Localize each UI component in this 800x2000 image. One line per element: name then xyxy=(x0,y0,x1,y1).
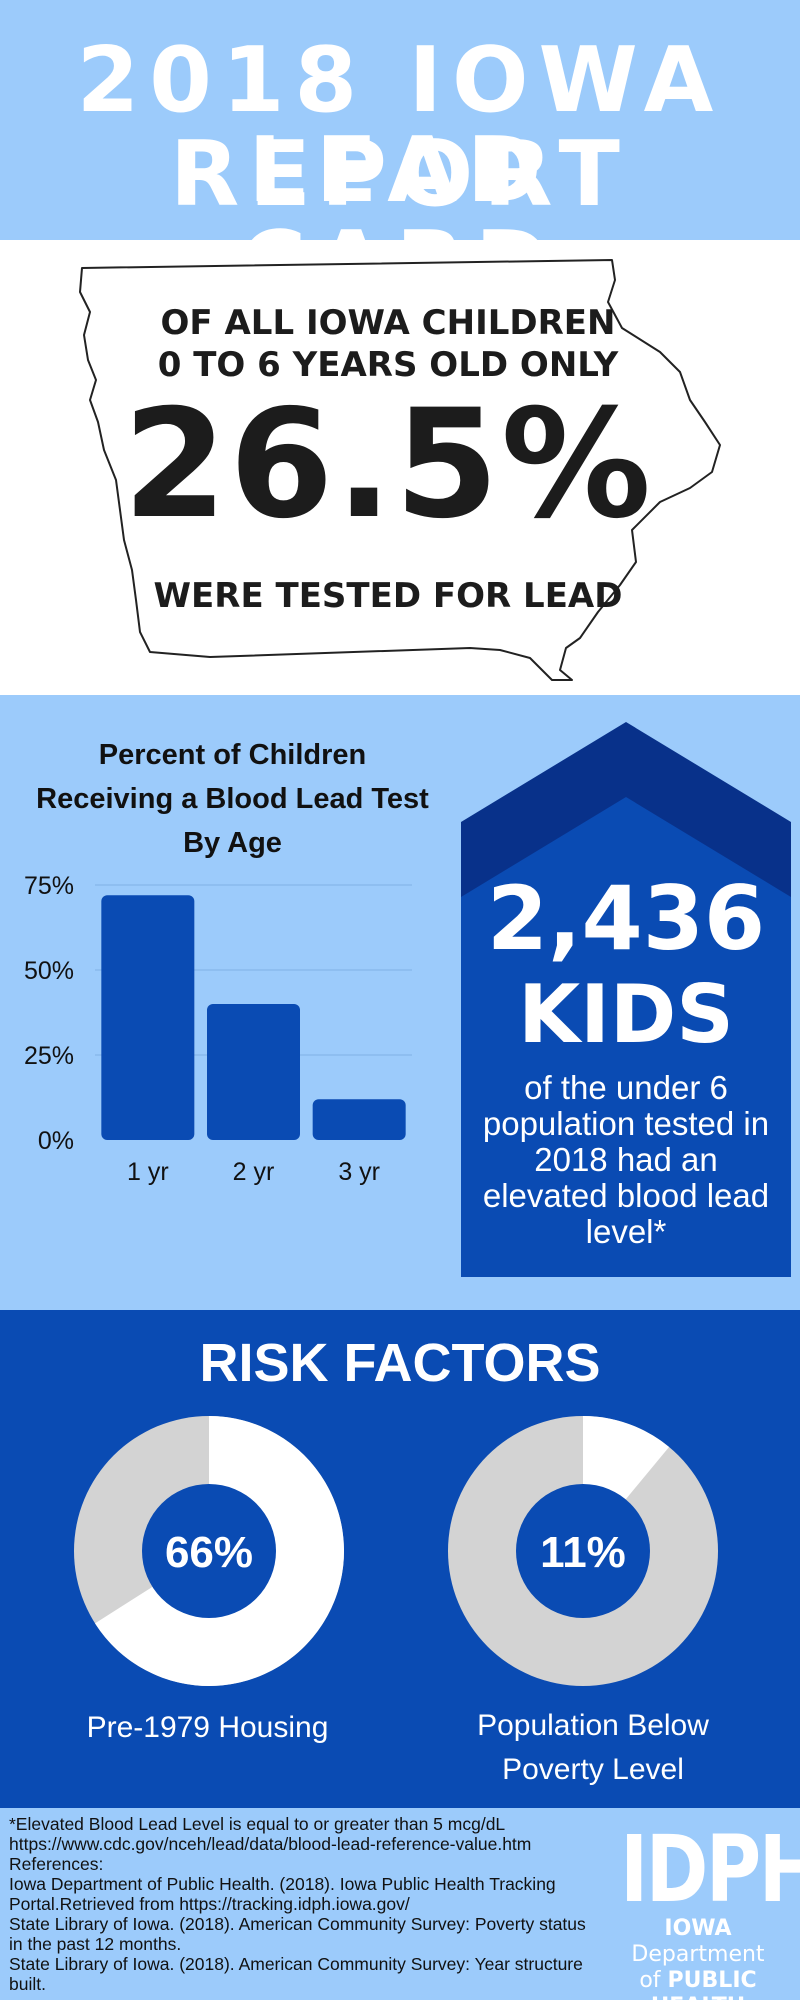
tested-outro: WERE TESTED FOR LEAD xyxy=(153,576,623,616)
idph-logo-iowa: IOWA xyxy=(664,1916,732,1941)
kids-label: KIDS xyxy=(518,968,734,1061)
idph-logo-line-2: of PUBLIC HEALTH xyxy=(603,1968,793,2000)
idph-logo-of: of xyxy=(639,1968,661,1993)
chart-title-line-1: Percent of Children xyxy=(98,739,367,771)
x-tick-label: 3 yr xyxy=(338,1158,380,1186)
reference-item: State Library of Iowa. (2018). American … xyxy=(9,1914,586,1954)
y-tick-label: 50% xyxy=(24,957,74,985)
idph-logo-line-1: IOWA Department xyxy=(603,1916,793,1968)
tested-intro-line-1: OF ALL IOWA CHILDREN xyxy=(160,303,616,343)
kids-banner xyxy=(461,722,791,1277)
tested-intro-line-2: 0 TO 6 YEARS OLD ONLY xyxy=(157,345,619,385)
idph-logo-department: Department xyxy=(631,1942,765,1967)
bar xyxy=(101,895,195,1140)
x-tick-label: 2 yr xyxy=(233,1158,275,1186)
kids-count: 2,436 xyxy=(486,867,766,970)
chart-title: Percent of Children Receiving a Blood Le… xyxy=(0,733,465,865)
reference-link[interactable]: https://www.cdc.gov/nceh/lead/data/blood… xyxy=(9,1834,532,1854)
idph-logo-public-health: PUBLIC HEALTH xyxy=(651,1968,757,2000)
x-tick-label: 1 yr xyxy=(127,1158,169,1186)
housing-donut: 66% xyxy=(74,1416,344,1686)
header: 2018 IOWA LEAD REPORT CARD xyxy=(0,0,800,310)
idph-logo-mark: IDPH xyxy=(620,1816,800,1923)
reference-item: State Library of Iowa. (2018). American … xyxy=(9,1954,583,1994)
bar xyxy=(207,1004,300,1140)
poverty-label-line-2: Poverty Level xyxy=(502,1753,684,1786)
chart-title-line-3: By Age xyxy=(183,827,282,859)
donut-value-label: 66% xyxy=(165,1528,253,1577)
reference-note: *Elevated Blood Lead Level is equal to o… xyxy=(9,1814,506,1834)
y-tick-label: 0% xyxy=(38,1127,74,1155)
donut-hole xyxy=(516,1484,650,1618)
references: *Elevated Blood Lead Level is equal to o… xyxy=(9,1814,599,1994)
risk-factors-section: RISK FACTORS 66% 11% Pre-1979 Housing Po… xyxy=(0,1310,800,1808)
bar xyxy=(312,1099,406,1140)
risk-title: RISK FACTORS xyxy=(199,1333,601,1393)
donut-value-label: 11% xyxy=(540,1528,626,1577)
poverty-label: Population Below Poverty Level xyxy=(418,1704,768,1792)
kids-description: of the under 6 population tested in 2018… xyxy=(482,1069,770,1250)
references-heading: References: xyxy=(9,1854,104,1874)
chart-title-line-2: Receiving a Blood Lead Test xyxy=(36,783,429,815)
idph-logo: IDPH IOWA Department of PUBLIC HEALTH xyxy=(603,1816,800,2000)
page-title-line-1: 2018 IOWA LEAD xyxy=(76,28,724,223)
y-tick-label: 25% xyxy=(24,1042,74,1070)
chart-section: Percent of Children Receiving a Blood Le… xyxy=(0,695,800,1310)
housing-label: Pre-1979 Housing xyxy=(86,1711,329,1744)
tested-percent: 26.5% xyxy=(122,378,654,552)
footer: *Elevated Blood Lead Level is equal to o… xyxy=(0,1808,800,2000)
reference-item: Iowa Department of Public Health. (2018)… xyxy=(9,1874,556,1914)
iowa-map-icon xyxy=(79,259,721,681)
bar-chart: 0% 25% 50% 75% 1 yr 2 yr 3 yr xyxy=(24,872,412,1186)
testing-section: OF ALL IOWA CHILDREN 0 TO 6 YEARS OLD ON… xyxy=(0,240,800,695)
poverty-donut: 11% xyxy=(448,1416,718,1686)
donut-hole xyxy=(142,1484,276,1618)
y-tick-label: 75% xyxy=(24,872,74,900)
tested-intro: OF ALL IOWA CHILDREN 0 TO 6 YEARS OLD ON… xyxy=(0,302,776,386)
poverty-label-line-1: Population Below xyxy=(477,1709,709,1742)
